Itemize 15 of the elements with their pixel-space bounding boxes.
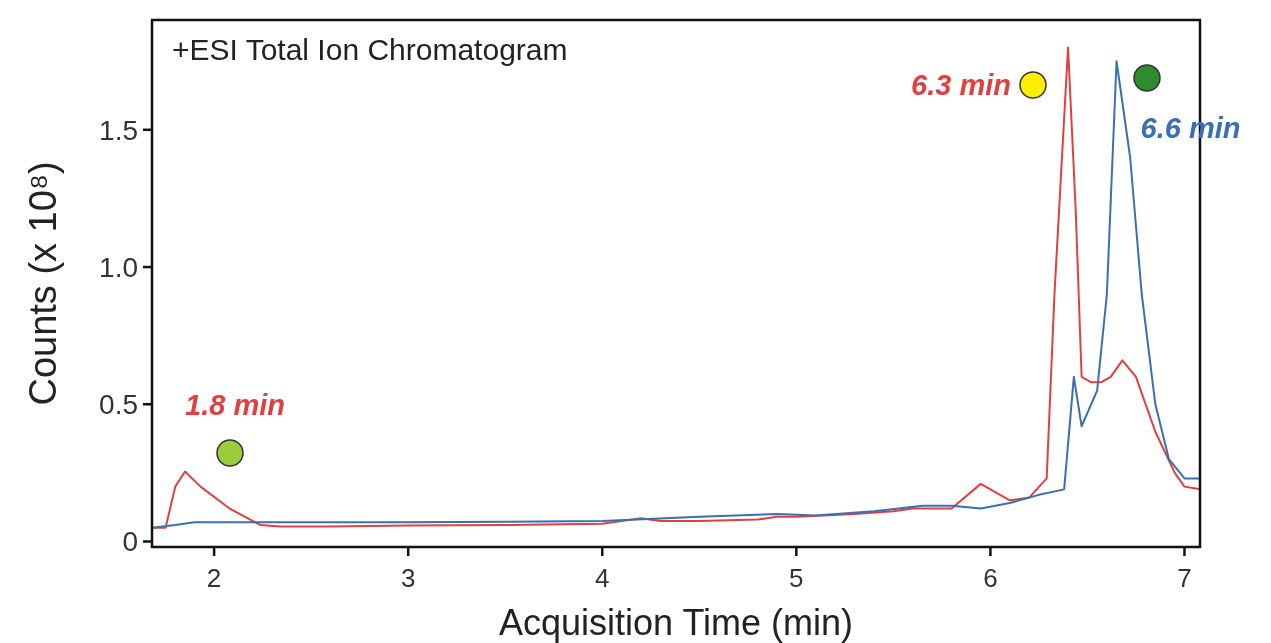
y-tick-label: 1.0 xyxy=(99,251,138,283)
x-tick-label: 4 xyxy=(595,563,610,593)
x-tick-label: 3 xyxy=(400,563,416,593)
x-tick-label: 7 xyxy=(1177,563,1192,593)
y-tick-label: 0 xyxy=(122,526,138,558)
x-tick-label: 5 xyxy=(789,563,804,593)
x-axis-title: Acquisition Time (min) xyxy=(498,602,854,643)
y-tick-label: 0.5 xyxy=(99,389,138,421)
annotation: 1.8 min xyxy=(185,388,285,421)
y-axis-title: Counts (x 10⁸) xyxy=(22,161,64,406)
chart-title: +ESI Total Ion Chromatogram xyxy=(172,33,568,66)
y-tick-label: 1.5 xyxy=(99,114,138,146)
annotation: 6.3 min xyxy=(911,69,1012,102)
x-tick-label: 2 xyxy=(206,563,222,593)
x-tick-label: 6 xyxy=(983,563,998,593)
